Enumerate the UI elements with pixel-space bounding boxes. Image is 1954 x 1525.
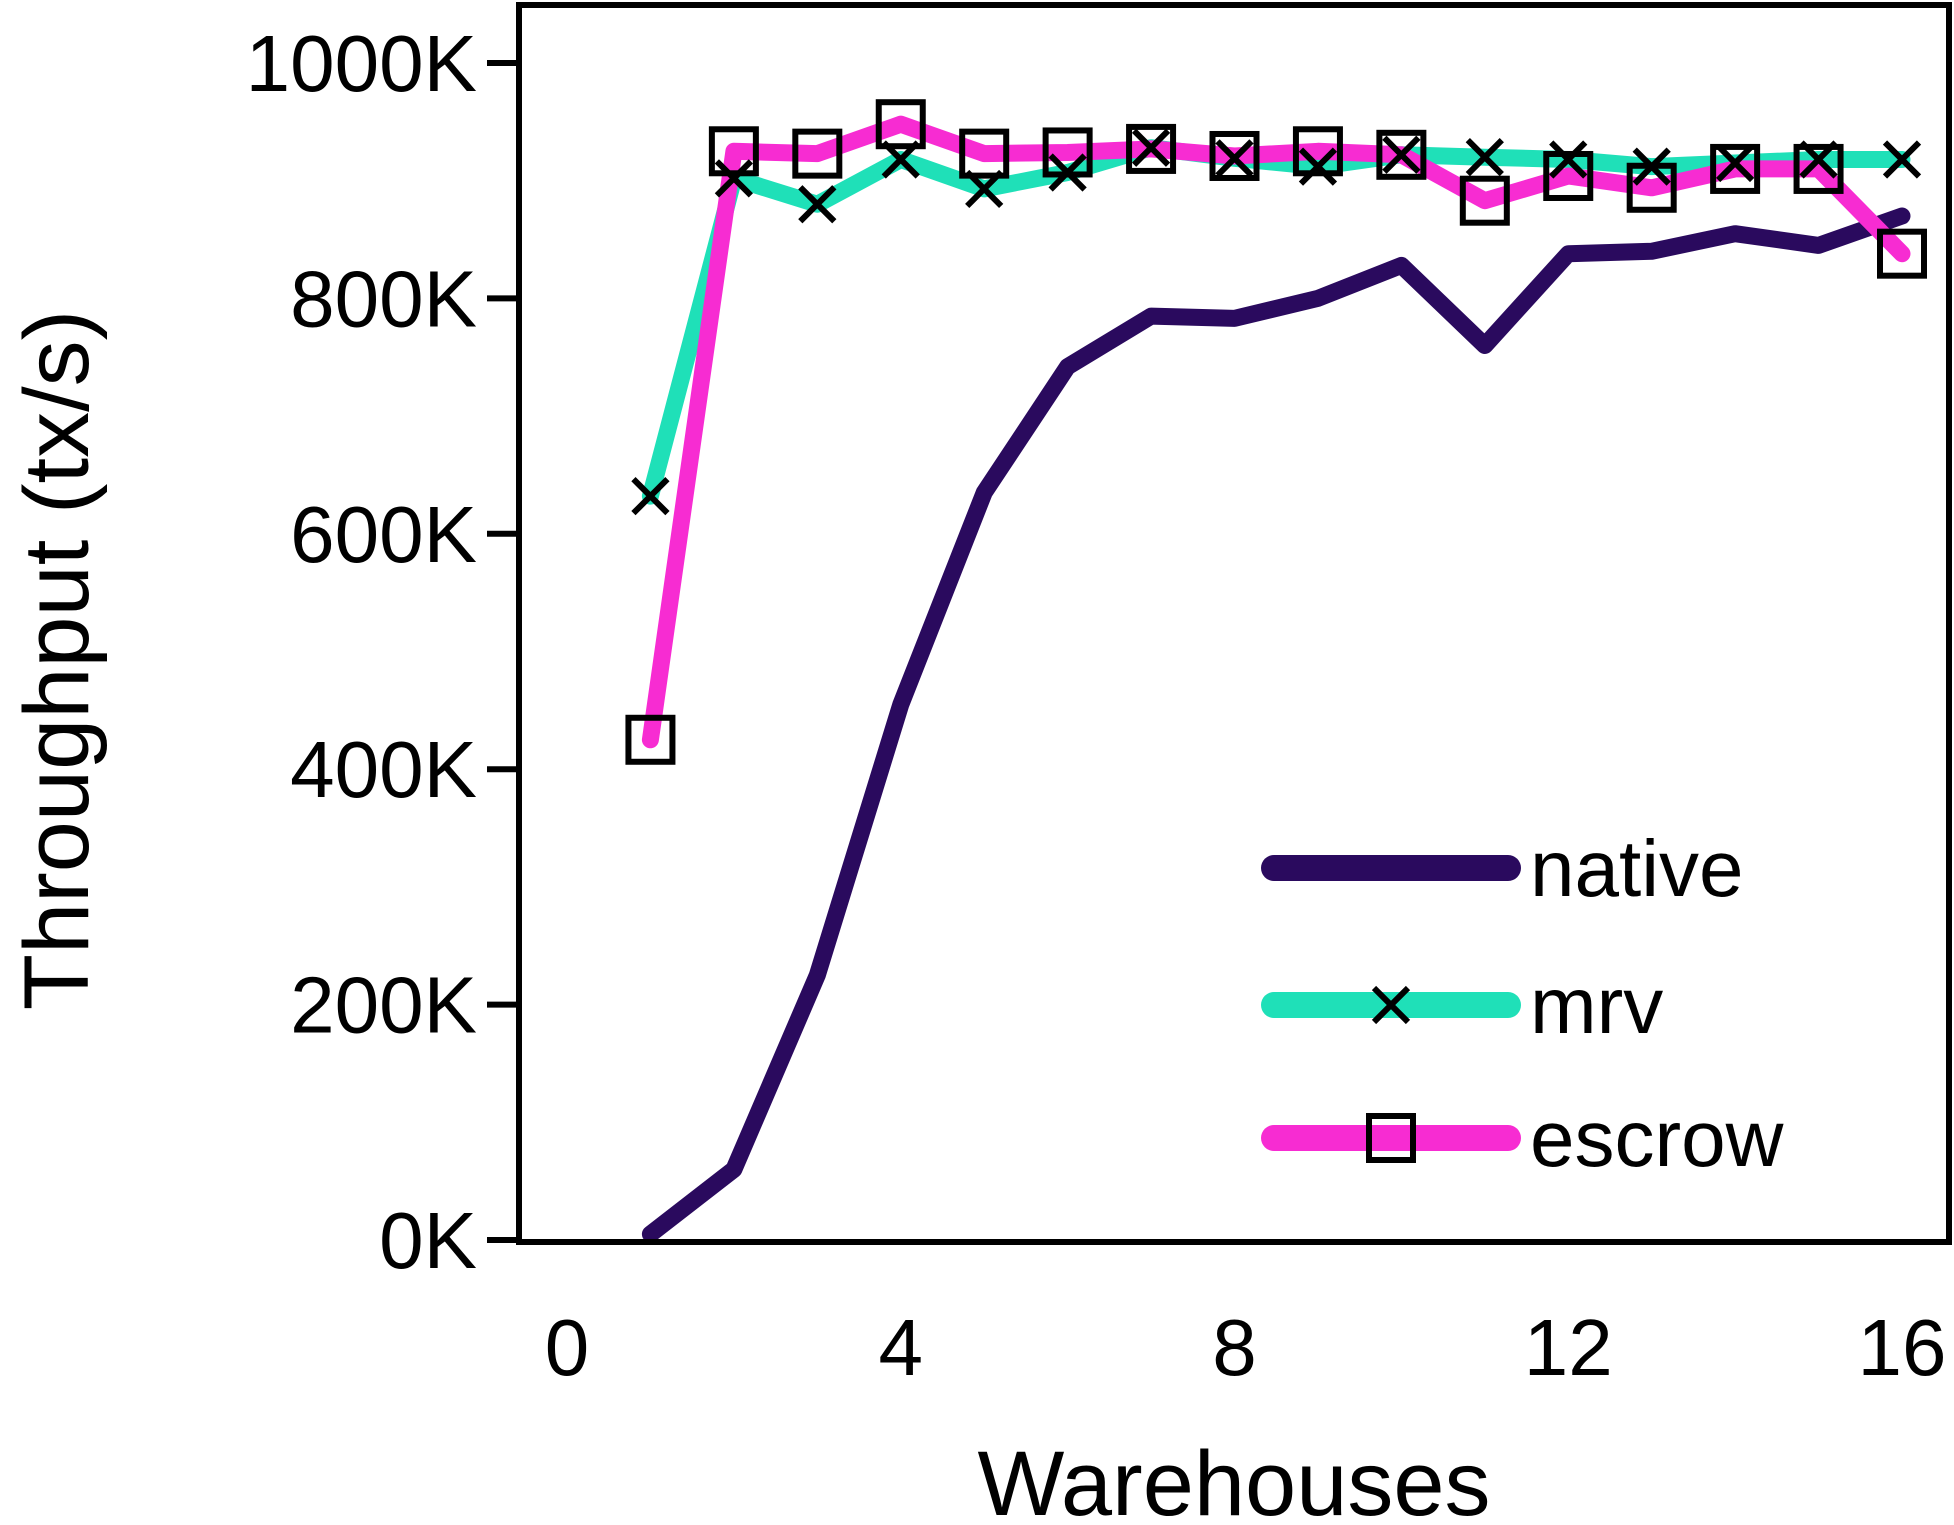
- legend-marker-mrv: [1371, 985, 1411, 1025]
- y-tick-label: 200K: [290, 961, 477, 1050]
- series-line-escrow: [641, 115, 1911, 749]
- point-mrv: [1382, 135, 1421, 174]
- point-mrv: [714, 159, 753, 198]
- y-tick-label: 400K: [290, 725, 477, 814]
- x-axis: 0 4 8 12 16: [545, 1303, 1947, 1392]
- point-escrow: [1710, 143, 1761, 194]
- point-escrow: [1292, 126, 1343, 177]
- x-tick-label: 16: [1858, 1303, 1947, 1392]
- series-line-mrv: [641, 139, 1911, 505]
- point-escrow: [1877, 228, 1927, 279]
- point-escrow: [1626, 162, 1677, 213]
- point-mrv: [1298, 147, 1338, 186]
- x-tick-label: 4: [879, 1303, 924, 1392]
- y-tick-label: 800K: [290, 254, 477, 343]
- point-escrow: [625, 714, 676, 765]
- point-mrv: [1131, 128, 1171, 167]
- plot-frame: [516, 2, 1952, 1245]
- point-escrow: [1042, 127, 1093, 178]
- legend-label-mrv: mrv: [1530, 961, 1663, 1050]
- y-tick-label: 600K: [290, 490, 477, 579]
- series-layer: [625, 99, 1927, 1243]
- point-mrv: [631, 477, 670, 516]
- series-line-native: [641, 207, 1911, 1243]
- point-mrv: [798, 185, 837, 224]
- point-escrow: [1459, 175, 1510, 226]
- point-escrow: [959, 128, 1010, 179]
- point-mrv: [1882, 140, 1922, 179]
- y-axis-title: Throughput (tx/s): [6, 310, 108, 1011]
- point-mrv: [1465, 138, 1504, 177]
- point-escrow: [1793, 143, 1844, 194]
- legend-label-escrow: escrow: [1530, 1094, 1784, 1183]
- point-mrv: [1215, 139, 1254, 178]
- point-escrow: [1376, 129, 1427, 180]
- x-tick-label: 0: [545, 1303, 590, 1392]
- y-tick-label: 0K: [379, 1196, 477, 1285]
- point-mrv: [1549, 140, 1588, 179]
- x-tick-label: 12: [1524, 1303, 1613, 1392]
- legend-label-native: native: [1530, 824, 1743, 913]
- point-escrow: [875, 99, 926, 150]
- point-escrow: [1543, 150, 1594, 201]
- point-mrv: [1716, 143, 1755, 183]
- x-axis-title: Warehouses: [977, 1433, 1490, 1525]
- legend-marker-escrow: [1366, 1113, 1416, 1163]
- legend: native mrv escrow: [1261, 824, 1784, 1183]
- x-tick-label: 8: [1212, 1303, 1257, 1392]
- point-escrow: [708, 126, 759, 177]
- point-escrow: [1209, 130, 1260, 181]
- y-axis: 0K 200K 400K 600K 800K 1000K: [246, 19, 519, 1285]
- point-escrow: [792, 128, 843, 179]
- y-tick-label: 1000K: [246, 19, 477, 108]
- point-escrow: [1126, 123, 1177, 174]
